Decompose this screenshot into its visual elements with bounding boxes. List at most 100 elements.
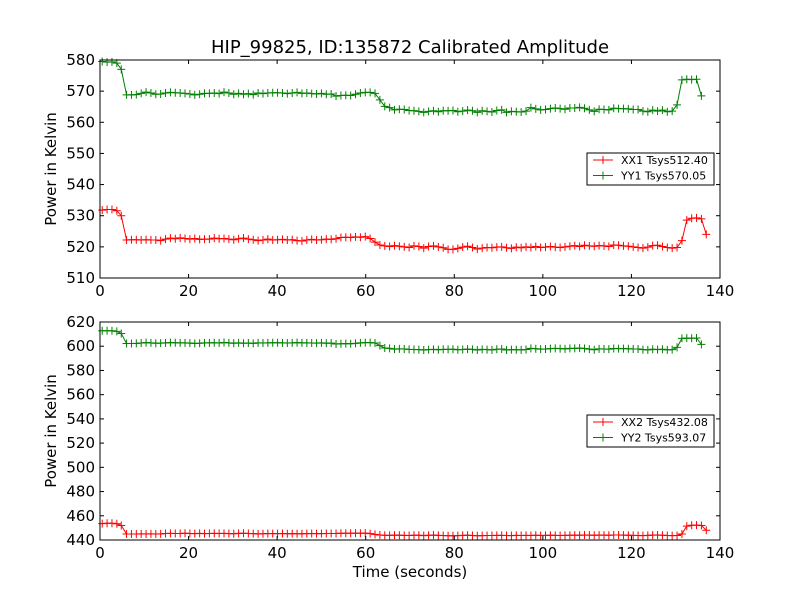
data-point-marker <box>210 234 219 243</box>
data-point-marker <box>682 216 691 225</box>
data-point-marker <box>258 236 267 245</box>
legend-box <box>586 414 715 448</box>
data-point-marker <box>307 235 316 244</box>
data-point-marker <box>244 235 253 244</box>
data-point-marker <box>234 89 243 98</box>
data-point-marker <box>366 234 375 243</box>
data-point-marker <box>648 106 657 115</box>
data-point-marker <box>497 105 506 114</box>
data-point-marker <box>575 242 584 251</box>
data-point-marker <box>643 243 652 252</box>
data-point-marker <box>565 242 574 251</box>
data-point-marker <box>448 106 457 115</box>
data-point-marker <box>190 234 199 243</box>
data-point-marker <box>463 242 472 251</box>
data-point-marker <box>327 339 336 348</box>
data-point-marker <box>171 234 180 243</box>
data-point-marker <box>673 100 682 109</box>
data-point-marker <box>107 57 116 66</box>
data-point-marker <box>551 103 560 112</box>
data-point-marker <box>673 343 682 352</box>
legend-swatch-marker <box>599 156 607 164</box>
y-axis-label: Power in Kelvin <box>42 112 60 226</box>
x-tick-label: 0 <box>95 544 105 562</box>
data-point-marker <box>239 234 248 243</box>
data-point-marker <box>614 241 623 250</box>
data-point-marker <box>375 95 384 104</box>
x-tick-label: 20 <box>179 544 198 562</box>
data-point-marker <box>653 241 662 250</box>
x-tick-label: 40 <box>268 544 287 562</box>
series-2-1 <box>98 519 711 540</box>
y-tick-label: 580 <box>66 361 95 379</box>
figure-title: HIP_99825, ID:135872 Calibrated Amplitud… <box>211 37 609 58</box>
data-point-marker <box>478 244 487 253</box>
top-amplitude-plot: 0 20 40 60 80 100 120 140 510 520 530 540 550 560 570 5… <box>42 51 734 300</box>
data-point-marker <box>254 89 263 98</box>
data-point-marker <box>375 341 384 350</box>
data-point-marker <box>385 242 394 251</box>
data-point-marker <box>244 89 253 98</box>
data-point-marker <box>638 244 647 253</box>
data-point-marker <box>604 105 613 114</box>
data-point-marker <box>107 326 116 335</box>
data-point-marker <box>283 89 292 98</box>
y-tick-label: 600 <box>66 337 95 355</box>
data-point-marker <box>380 241 389 250</box>
data-point-marker <box>249 235 258 244</box>
data-point-marker <box>176 233 185 242</box>
series-2-2 <box>98 326 706 354</box>
legend-swatch-marker <box>599 171 607 180</box>
data-point-marker <box>599 241 608 250</box>
data-point-marker <box>229 235 238 244</box>
x-tick-label: 60 <box>356 544 375 562</box>
x-axis-label: Time (seconds) <box>352 563 468 581</box>
y-tick-label: 440 <box>66 531 95 549</box>
x-tick-label: 20 <box>179 282 198 300</box>
data-point-marker <box>429 241 438 250</box>
data-point-marker <box>380 102 389 111</box>
data-point-marker <box>375 240 384 249</box>
data-point-marker <box>151 236 160 245</box>
data-point-marker <box>414 242 423 251</box>
data-point-marker <box>278 89 287 98</box>
data-point-marker <box>638 107 647 116</box>
data-point-marker <box>526 243 535 252</box>
data-point-marker <box>677 529 686 538</box>
data-point-marker <box>624 242 633 251</box>
data-point-marker <box>580 344 589 353</box>
y-tick-label: 550 <box>66 144 95 162</box>
data-point-marker <box>541 105 550 114</box>
data-point-marker <box>385 103 394 112</box>
data-point-marker <box>400 105 409 114</box>
data-point-marker <box>697 340 706 349</box>
data-point-marker <box>668 345 677 354</box>
data-point-marker <box>502 108 511 117</box>
data-point-marker <box>185 89 194 98</box>
x-tick-label: 40 <box>268 282 287 300</box>
data-point-marker <box>142 88 151 97</box>
x-tick-label: 80 <box>445 282 464 300</box>
data-point-marker <box>463 106 472 115</box>
series-1-2 <box>98 57 706 117</box>
data-point-marker <box>634 105 643 114</box>
data-point-marker <box>483 107 492 116</box>
data-point-marker <box>156 236 165 245</box>
data-point-marker <box>117 65 126 74</box>
data-point-marker <box>366 529 375 538</box>
data-point-marker <box>371 338 380 347</box>
data-point-marker <box>570 241 579 250</box>
data-point-marker <box>112 519 121 528</box>
data-point-marker <box>448 245 457 254</box>
data-point-marker <box>346 91 355 100</box>
data-point-marker <box>590 242 599 251</box>
data-point-marker <box>458 243 467 252</box>
data-point-marker <box>293 88 302 97</box>
data-point-marker <box>522 107 531 116</box>
legend-label: YY1 Tsys570.05 <box>620 170 706 183</box>
data-point-marker <box>531 242 540 251</box>
data-point-marker <box>468 345 477 354</box>
y-tick-label: 510 <box>66 269 95 287</box>
data-point-marker <box>575 103 584 112</box>
